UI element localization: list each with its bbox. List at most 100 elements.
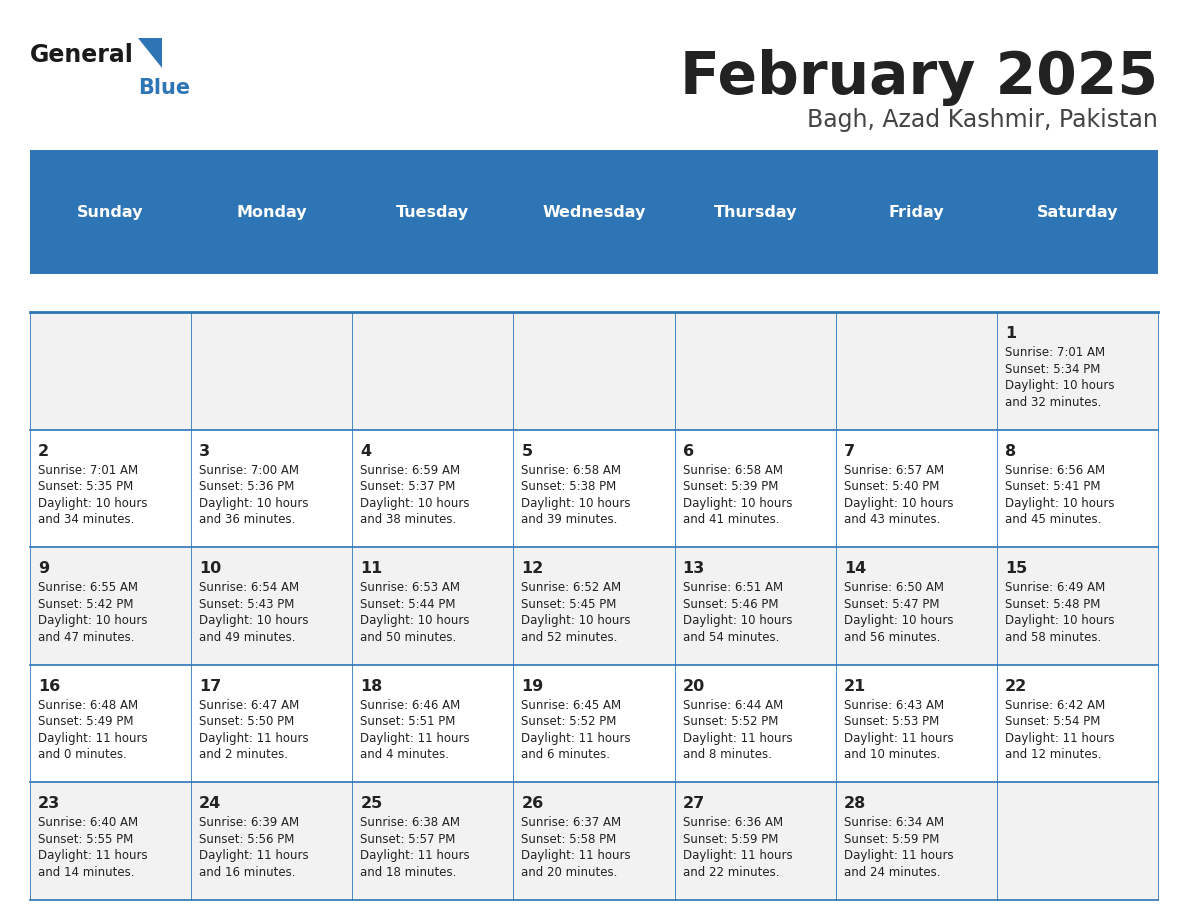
Text: 5: 5 <box>522 444 532 459</box>
Text: Sunrise: 6:54 AM: Sunrise: 6:54 AM <box>200 581 299 595</box>
Text: 18: 18 <box>360 679 383 694</box>
Text: Sunset: 5:38 PM: Sunset: 5:38 PM <box>522 480 617 494</box>
Text: 19: 19 <box>522 679 544 694</box>
Text: 27: 27 <box>683 797 704 812</box>
Text: 4: 4 <box>360 444 372 459</box>
Text: and 4 minutes.: and 4 minutes. <box>360 748 449 762</box>
Text: Daylight: 11 hours: Daylight: 11 hours <box>360 732 470 745</box>
Bar <box>353 430 513 547</box>
Text: Daylight: 10 hours: Daylight: 10 hours <box>360 497 469 510</box>
Text: Wednesday: Wednesday <box>542 205 646 219</box>
Text: Daylight: 11 hours: Daylight: 11 hours <box>843 849 953 863</box>
Text: and 41 minutes.: and 41 minutes. <box>683 513 779 527</box>
Text: Daylight: 11 hours: Daylight: 11 hours <box>200 849 309 863</box>
Text: Sunrise: 6:44 AM: Sunrise: 6:44 AM <box>683 699 783 712</box>
Text: Sunset: 5:45 PM: Sunset: 5:45 PM <box>522 598 617 611</box>
Text: Daylight: 10 hours: Daylight: 10 hours <box>200 614 309 628</box>
Text: Sunrise: 6:55 AM: Sunrise: 6:55 AM <box>38 581 138 595</box>
Bar <box>997 547 1158 665</box>
Text: Sunset: 5:46 PM: Sunset: 5:46 PM <box>683 598 778 611</box>
Text: and 16 minutes.: and 16 minutes. <box>200 866 296 879</box>
Text: Sunrise: 6:52 AM: Sunrise: 6:52 AM <box>522 581 621 595</box>
Bar <box>353 665 513 782</box>
Text: and 38 minutes.: and 38 minutes. <box>360 513 456 527</box>
Text: Sunrise: 6:46 AM: Sunrise: 6:46 AM <box>360 699 461 712</box>
Text: Daylight: 10 hours: Daylight: 10 hours <box>843 614 953 628</box>
Text: Bagh, Azad Kashmir, Pakistan: Bagh, Azad Kashmir, Pakistan <box>807 108 1158 132</box>
Text: 24: 24 <box>200 797 221 812</box>
Text: Sunset: 5:56 PM: Sunset: 5:56 PM <box>200 833 295 846</box>
Text: Daylight: 10 hours: Daylight: 10 hours <box>38 497 147 510</box>
Bar <box>835 665 997 782</box>
Text: Sunset: 5:51 PM: Sunset: 5:51 PM <box>360 715 456 729</box>
Text: and 8 minutes.: and 8 minutes. <box>683 748 771 762</box>
Text: and 34 minutes.: and 34 minutes. <box>38 513 134 527</box>
Text: Sunrise: 6:47 AM: Sunrise: 6:47 AM <box>200 699 299 712</box>
Text: 21: 21 <box>843 679 866 694</box>
Text: 9: 9 <box>38 562 49 577</box>
Text: Sunday: Sunday <box>77 205 144 219</box>
Text: 28: 28 <box>843 797 866 812</box>
Bar <box>997 782 1158 900</box>
Text: and 6 minutes.: and 6 minutes. <box>522 748 611 762</box>
Text: Sunset: 5:59 PM: Sunset: 5:59 PM <box>683 833 778 846</box>
Text: Thursday: Thursday <box>713 205 797 219</box>
Bar <box>30 665 191 782</box>
Text: Sunrise: 6:38 AM: Sunrise: 6:38 AM <box>360 816 460 830</box>
Text: Sunset: 5:37 PM: Sunset: 5:37 PM <box>360 480 456 494</box>
Text: Sunset: 5:35 PM: Sunset: 5:35 PM <box>38 480 133 494</box>
Text: and 45 minutes.: and 45 minutes. <box>1005 513 1101 527</box>
Text: Sunrise: 7:01 AM: Sunrise: 7:01 AM <box>1005 346 1105 360</box>
Text: 7: 7 <box>843 444 855 459</box>
Text: Sunrise: 6:48 AM: Sunrise: 6:48 AM <box>38 699 138 712</box>
Text: Sunrise: 6:51 AM: Sunrise: 6:51 AM <box>683 581 783 595</box>
Text: 26: 26 <box>522 797 544 812</box>
Text: Sunrise: 6:39 AM: Sunrise: 6:39 AM <box>200 816 299 830</box>
Text: and 22 minutes.: and 22 minutes. <box>683 866 779 879</box>
Text: Daylight: 10 hours: Daylight: 10 hours <box>1005 497 1114 510</box>
Text: Sunrise: 6:56 AM: Sunrise: 6:56 AM <box>1005 464 1105 477</box>
Bar <box>30 547 191 665</box>
Text: Sunset: 5:55 PM: Sunset: 5:55 PM <box>38 833 133 846</box>
Bar <box>513 430 675 547</box>
Text: Sunrise: 6:45 AM: Sunrise: 6:45 AM <box>522 699 621 712</box>
Text: and 43 minutes.: and 43 minutes. <box>843 513 940 527</box>
Bar <box>675 547 835 665</box>
Text: Daylight: 10 hours: Daylight: 10 hours <box>200 497 309 510</box>
Bar <box>30 312 191 430</box>
Text: Sunset: 5:48 PM: Sunset: 5:48 PM <box>1005 598 1100 611</box>
Text: and 54 minutes.: and 54 minutes. <box>683 631 779 644</box>
Text: and 20 minutes.: and 20 minutes. <box>522 866 618 879</box>
Bar <box>675 430 835 547</box>
Text: and 36 minutes.: and 36 minutes. <box>200 513 296 527</box>
Bar <box>835 547 997 665</box>
Text: Sunrise: 7:00 AM: Sunrise: 7:00 AM <box>200 464 299 477</box>
Text: Sunset: 5:52 PM: Sunset: 5:52 PM <box>522 715 617 729</box>
Text: and 32 minutes.: and 32 minutes. <box>1005 396 1101 409</box>
Bar <box>191 547 353 665</box>
Text: 8: 8 <box>1005 444 1016 459</box>
Bar <box>30 150 1158 274</box>
Text: Daylight: 11 hours: Daylight: 11 hours <box>1005 732 1114 745</box>
Text: Daylight: 11 hours: Daylight: 11 hours <box>522 732 631 745</box>
Text: Sunset: 5:53 PM: Sunset: 5:53 PM <box>843 715 939 729</box>
Text: Sunrise: 6:53 AM: Sunrise: 6:53 AM <box>360 581 460 595</box>
Text: Daylight: 11 hours: Daylight: 11 hours <box>360 849 470 863</box>
Text: Sunrise: 6:58 AM: Sunrise: 6:58 AM <box>522 464 621 477</box>
Text: 15: 15 <box>1005 562 1028 577</box>
Text: Daylight: 10 hours: Daylight: 10 hours <box>360 614 469 628</box>
Text: and 2 minutes.: and 2 minutes. <box>200 748 289 762</box>
Text: Sunset: 5:58 PM: Sunset: 5:58 PM <box>522 833 617 846</box>
Text: and 52 minutes.: and 52 minutes. <box>522 631 618 644</box>
Text: Daylight: 11 hours: Daylight: 11 hours <box>683 732 792 745</box>
Text: Sunset: 5:57 PM: Sunset: 5:57 PM <box>360 833 456 846</box>
Bar <box>675 782 835 900</box>
Text: 12: 12 <box>522 562 544 577</box>
Text: 13: 13 <box>683 562 704 577</box>
Bar <box>997 665 1158 782</box>
Polygon shape <box>138 38 162 68</box>
Text: Sunset: 5:34 PM: Sunset: 5:34 PM <box>1005 363 1100 376</box>
Text: Sunset: 5:54 PM: Sunset: 5:54 PM <box>1005 715 1100 729</box>
Bar <box>513 547 675 665</box>
Bar <box>191 782 353 900</box>
